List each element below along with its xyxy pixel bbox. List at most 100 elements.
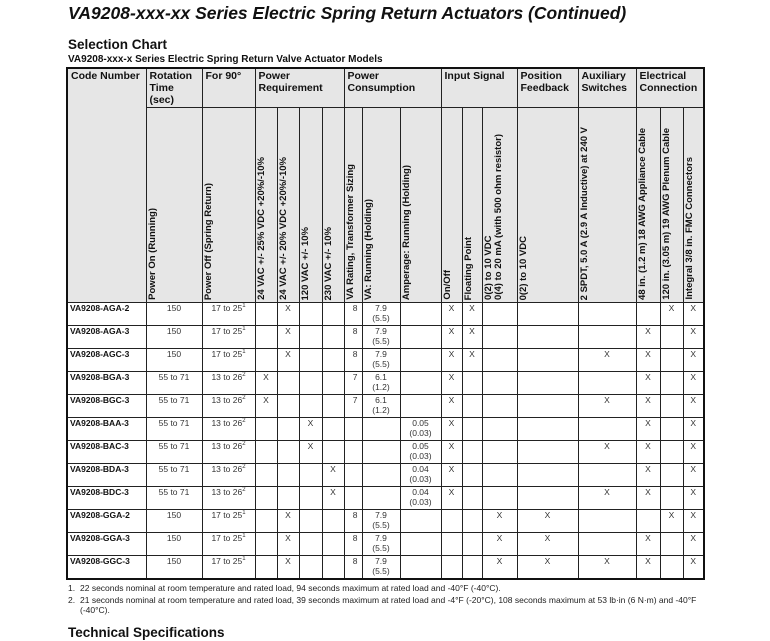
spec-cell: 7 <box>343 394 363 418</box>
table-row: VA9208-AGA-3 150 17 to 251 X 8 7.9 (5.5) X X X X <box>66 325 705 349</box>
spec-cell: 7.9 (5.5) <box>361 348 401 372</box>
spec-cell: X <box>440 486 463 510</box>
spec-cell <box>659 417 684 441</box>
spec-cell: X <box>298 440 323 464</box>
spec-cell: X <box>254 394 278 418</box>
subheader-label: 120 VAC +/- 10% <box>299 226 311 301</box>
spec-cell: X <box>440 348 463 372</box>
spec-cell <box>461 486 483 510</box>
header-power-consumption: Power Consumption <box>343 67 442 108</box>
spec-cell: X <box>276 509 300 533</box>
table-row: VA9208-GGA-2 150 17 to 251 X 8 7.9 (5.5) X X X X <box>66 509 705 533</box>
subheader-label: 120 in. (3.05 m) 19 AWG Plenum Cable <box>660 128 672 300</box>
subheader-label: VA Rating, Transformer Sizing <box>344 164 356 300</box>
footnote-number: 2. <box>68 594 76 605</box>
table-row: VA9208-BDC-3 55 to 71 13 to 262 X 0.04 (0.03… <box>66 486 705 510</box>
spec-cell: X <box>659 509 684 533</box>
footnote-text: 22 seconds nominal at room temperature a… <box>80 582 501 593</box>
subheader-label: Amperage: Running (Holding) <box>400 164 412 300</box>
spec-cell <box>461 394 483 418</box>
spec-cell <box>516 463 579 487</box>
table-row: VA9208-GGA-3 150 17 to 251 X 8 7.9 (5.5) X X X X <box>66 532 705 556</box>
spec-cell: X <box>440 325 463 349</box>
spec-cell: 8 <box>343 532 363 556</box>
spec-cell <box>254 348 278 372</box>
spec-cell: X <box>440 417 463 441</box>
spec-cell: X <box>440 463 463 487</box>
spec-cell: 0.04 (0.03) <box>399 486 442 510</box>
subheader-label: 0(2) to 10 VDC 0(4) to 20 mA (with 500 o… <box>482 134 504 300</box>
spec-cell <box>577 417 637 441</box>
spec-cell <box>659 394 684 418</box>
spec-cell <box>254 440 278 464</box>
spec-cell: X <box>276 532 300 556</box>
spec-cell <box>361 486 401 510</box>
footnote-2: 2. 21 seconds nominal at room temperature… <box>68 595 708 615</box>
spec-cell <box>461 371 483 395</box>
spec-cell: X <box>577 440 637 464</box>
subheader-0: Power On (Running) <box>145 107 203 303</box>
spec-cell <box>254 302 278 326</box>
spec-cell: X <box>461 302 483 326</box>
spec-cell: X <box>440 440 463 464</box>
code-number-cell: VA9208-AGA-2 <box>66 302 147 326</box>
spec-cell <box>461 417 483 441</box>
subheader-13: 2 SPDT, 5.0 A (2.9 A Inductive) at 240 V <box>577 107 637 303</box>
spec-cell: 8 <box>343 348 363 372</box>
spec-cell: X <box>635 417 661 441</box>
code-number-cell: VA9208-BGC-3 <box>66 394 147 418</box>
table-row: VA9208-BAC-3 55 to 71 13 to 262 X 0.05 (0.03… <box>66 440 705 464</box>
spec-cell <box>361 440 401 464</box>
power-off-cell: 13 to 262 <box>201 371 256 395</box>
spec-cell <box>254 509 278 533</box>
spec-cell <box>516 325 579 349</box>
spec-cell: X <box>682 325 705 349</box>
subheader-row: Power On (Running) Power Off (Spring Retu… <box>67 107 705 303</box>
spec-cell <box>321 325 345 349</box>
spec-cell: X <box>635 532 661 556</box>
subheader-label: On/Off <box>441 270 453 300</box>
spec-cell: 0.05 (0.03) <box>399 417 442 441</box>
spec-cell: 7 <box>343 371 363 395</box>
spec-cell: X <box>321 463 345 487</box>
spec-cell: X <box>635 440 661 464</box>
spec-cell <box>276 417 300 441</box>
power-off-value: 13 to 26 <box>211 441 243 451</box>
power-off-value: 13 to 26 <box>211 464 243 474</box>
power-off-value: 13 to 26 <box>211 395 243 405</box>
spec-cell <box>481 371 518 395</box>
subheader-8: Amperage: Running (Holding) <box>399 107 442 303</box>
spec-cell: X <box>682 532 705 556</box>
code-number-cell: VA9208-BGA-3 <box>66 371 147 395</box>
spec-cell <box>516 486 579 510</box>
spec-cell: X <box>635 463 661 487</box>
spec-cell <box>577 302 637 326</box>
spec-cell: 8 <box>343 302 363 326</box>
subheader-label: 48 in. (1.2 m) 18 AWG Appliance Cable <box>636 128 648 300</box>
table-row: VA9208-BGC-3 55 to 71 13 to 262 X 7 6.1 (1.2)… <box>66 394 705 418</box>
power-on-cell: 55 to 71 <box>145 417 203 441</box>
spec-cell: 8 <box>343 325 363 349</box>
spec-cell <box>481 302 518 326</box>
spec-cell: X <box>635 486 661 510</box>
power-off-cell: 13 to 262 <box>201 486 256 510</box>
table-row: VA9208-AGA-2 150 17 to 251 X 8 7.9 (5.5) X X X X <box>66 302 705 326</box>
spec-cell: X <box>635 394 661 418</box>
power-on-cell: 150 <box>145 532 203 556</box>
spec-cell: X <box>516 555 579 579</box>
spec-cell <box>321 302 345 326</box>
power-off-cell: 17 to 251 <box>201 348 256 372</box>
subheader-label: 0(2) to 10 VDC <box>517 235 529 300</box>
spec-cell: X <box>682 440 705 464</box>
header-code-number: Code Number <box>66 67 147 303</box>
footnote-ref: 1 <box>242 349 246 356</box>
spec-cell <box>254 463 278 487</box>
spec-cell <box>577 371 637 395</box>
spec-cell: 7.9 (5.5) <box>361 509 401 533</box>
spec-cell <box>298 348 323 372</box>
spec-cell <box>516 348 579 372</box>
spec-cell: 6.1 (1.2) <box>361 394 401 418</box>
spec-cell: X <box>682 486 705 510</box>
footnote-ref: 2 <box>242 372 246 379</box>
spec-cell: X <box>254 371 278 395</box>
